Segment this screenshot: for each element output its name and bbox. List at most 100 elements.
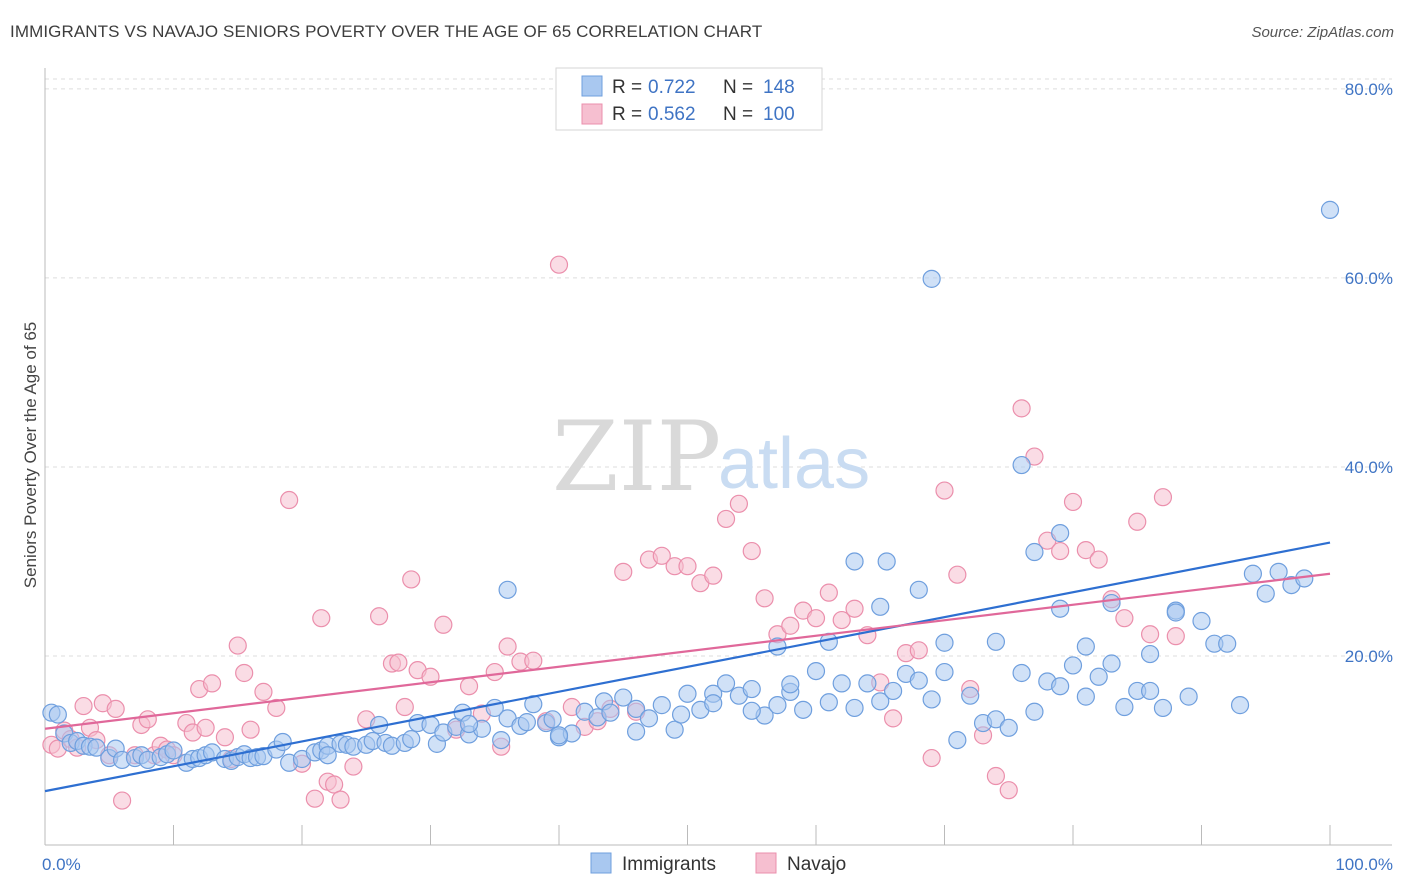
navajo-point-30 <box>267 698 286 718</box>
legend-navajo-icon <box>755 852 777 874</box>
immigrants-point-139 <box>1012 455 1031 475</box>
immigrants-point-71 <box>652 696 671 715</box>
navajo-point-99 <box>1089 550 1108 569</box>
immigrants-swatch-icon <box>581 75 603 97</box>
immigrants-r-value: 0.722 <box>648 77 696 98</box>
watermark-atlas: atlas <box>718 424 870 504</box>
x-tick-labels: 0.0% 100.0% <box>42 855 1393 874</box>
immigrants-point-148 <box>781 675 800 694</box>
legend-immigrants-label: Immigrants <box>622 854 716 875</box>
trend-lines <box>44 541 1331 793</box>
immigrants-point-87 <box>845 698 864 718</box>
immigrants-point-77 <box>716 674 736 693</box>
navajo-point-53 <box>498 637 517 656</box>
navajo-point-69 <box>704 566 723 585</box>
navajo-point-105 <box>1166 627 1185 646</box>
immigrants-point-70 <box>639 709 659 728</box>
navajo-point-86 <box>922 748 941 768</box>
immigrants-point-1 <box>48 705 67 724</box>
immigrants-point-58 <box>517 713 536 732</box>
immigrants-point-117 <box>1230 696 1250 715</box>
navajo-point-94 <box>1025 447 1044 466</box>
immigrants-point-138 <box>922 269 941 288</box>
data-points <box>42 200 1340 810</box>
immigrants-point-69 <box>626 699 646 719</box>
watermark-zip: ZIP <box>552 401 721 513</box>
navajo-point-87 <box>935 481 954 500</box>
navajo-point-40 <box>370 607 389 626</box>
navajo-point-57 <box>549 255 569 274</box>
immigrants-point-83 <box>794 700 813 719</box>
navajo-point-93 <box>1012 399 1031 418</box>
y-axis-title: Seniors Poverty Over the Age of 65 <box>21 322 40 588</box>
immigrants-point-30 <box>273 732 292 752</box>
navajo-n-value: 100 <box>763 104 795 125</box>
navajo-r-label: R = <box>612 104 642 125</box>
navajo-point-28 <box>241 720 260 739</box>
navajo-point-38 <box>344 757 363 776</box>
immigrants-point-85 <box>819 693 838 712</box>
immigrants-point-101 <box>1025 702 1044 721</box>
immigrants-point-144 <box>459 714 479 734</box>
immigrants-point-129 <box>909 580 928 599</box>
immigrants-point-127 <box>871 597 890 616</box>
navajo-n-label: N = <box>723 104 753 125</box>
stats-legend: R = 0.722 N = 148 R = 0.562 N = 100 <box>555 67 823 131</box>
immigrants-point-146 <box>549 726 569 745</box>
navajo-point-88 <box>948 565 967 584</box>
navajo-point-97 <box>1063 492 1083 512</box>
navajo-point-47 <box>434 615 453 634</box>
immigrants-n-label: N = <box>723 77 753 98</box>
legend-navajo-label: Navajo <box>787 854 846 875</box>
x-tick-label-0: 0.0% <box>42 855 81 874</box>
immigrants-point-100 <box>1012 663 1031 683</box>
navajo-point-24 <box>215 728 234 747</box>
x-tick-label-1: 100.0% <box>1335 855 1393 874</box>
navajo-point-49 <box>459 677 479 696</box>
immigrants-point-74 <box>678 684 697 703</box>
navajo-point-83 <box>883 709 903 728</box>
navajo-point-34 <box>312 609 331 628</box>
immigrants-point-147 <box>704 694 723 713</box>
immigrants-point-130 <box>935 633 954 652</box>
navajo-point-26 <box>228 636 247 655</box>
navajo-point-70 <box>716 509 736 529</box>
immigrants-point-107 <box>1102 654 1121 673</box>
immigrants-point-94 <box>935 662 954 682</box>
immigrants-point-55 <box>492 730 511 750</box>
navajo-point-33 <box>305 789 324 808</box>
navajo-point-67 <box>678 557 697 576</box>
immigrants-point-118 <box>1243 564 1263 583</box>
navajo-point-36 <box>325 775 344 794</box>
immigrants-point-103 <box>1051 677 1070 696</box>
immigrants-point-116 <box>1218 634 1237 653</box>
y-tick-labels: 20.0% 40.0% 60.0% 80.0% <box>1345 80 1393 666</box>
navajo-point-72 <box>742 541 761 561</box>
y-tick-label-3: 80.0% <box>1345 80 1393 99</box>
navajo-point-44 <box>402 570 421 589</box>
y-tick-label-0: 20.0% <box>1345 647 1393 666</box>
immigrants-point-128 <box>877 552 896 571</box>
chart-title: IMMIGRANTS VS NAVAJO SENIORS POVERTY OVE… <box>10 22 763 41</box>
immigrants-point-72 <box>665 720 684 739</box>
series-legend: Immigrants Navajo <box>590 852 846 875</box>
navajo-swatch-icon <box>581 103 603 125</box>
immigrants-point-79 <box>742 679 761 699</box>
immigrants-point-68 <box>614 688 633 707</box>
legend-immigrants-icon <box>590 852 612 874</box>
navajo-point-102 <box>1128 512 1147 531</box>
immigrants-point-90 <box>883 681 903 701</box>
y-tick-label-1: 40.0% <box>1345 458 1393 477</box>
y-tick-label-2: 60.0% <box>1345 269 1393 288</box>
immigrants-point-89 <box>871 692 890 711</box>
immigrants-point-105 <box>1076 687 1095 706</box>
navajo-point-43 <box>395 697 414 717</box>
immigrants-point-93 <box>922 690 941 709</box>
navajo-r-value: 0.562 <box>648 104 696 125</box>
navajo-point-91 <box>986 766 1006 786</box>
navajo-point-103 <box>1140 625 1160 644</box>
navajo-point-51 <box>485 662 504 682</box>
immigrants-point-99 <box>999 718 1018 737</box>
immigrants-point-84 <box>806 661 826 681</box>
